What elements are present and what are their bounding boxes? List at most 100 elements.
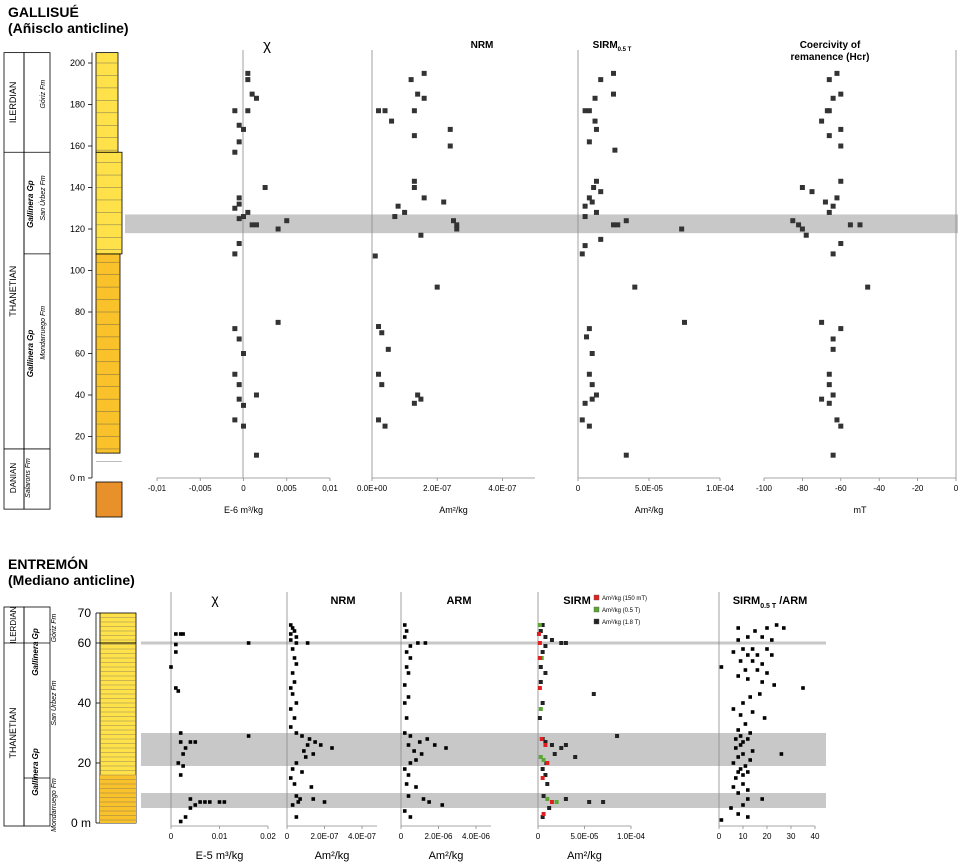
bottom-panel-1-point xyxy=(303,755,308,759)
top-panel-0-point xyxy=(253,392,259,398)
bottom-panel-1-point xyxy=(294,815,299,819)
bottom-panel-4-point xyxy=(731,707,736,711)
bottom-panel-0-point xyxy=(181,764,185,768)
top-formation-label: Salarons Fm xyxy=(25,458,32,498)
bottom-formation-label: Góriz Fm xyxy=(51,613,58,642)
bottom-sirm-point-series-1 xyxy=(538,755,543,759)
bottom-panel-4-point xyxy=(743,764,748,768)
bottom-sirm-point-series-2 xyxy=(545,782,550,786)
top-panel-3-point xyxy=(830,203,836,209)
bottom-panel-4-point xyxy=(755,668,760,672)
top-panel-3-tick-label: -60 xyxy=(835,484,847,493)
bottom-sirm-point-series-2 xyxy=(540,815,545,819)
top-panel-2-point xyxy=(589,199,595,205)
top-panel-3-point xyxy=(790,218,796,224)
bottom-sirm-point-series-2 xyxy=(563,797,568,801)
top-panel-0-point xyxy=(236,396,242,402)
bottom-panel-4-point xyxy=(760,662,764,666)
bottom-sirm-point-series-2 xyxy=(559,641,564,645)
bottom-panel-4-point xyxy=(741,740,745,744)
bottom-panel-0-point xyxy=(178,632,183,636)
top-panel-1-point xyxy=(395,203,401,209)
bottom-panel-1-point xyxy=(290,647,295,651)
bottom-sirm-point-series-1 xyxy=(538,707,543,711)
top-panel-2-point xyxy=(586,195,592,201)
top-panel-1-point xyxy=(418,232,424,238)
bottom-sirm-legend-marker xyxy=(593,594,600,601)
bottom-panel-1-point xyxy=(300,770,304,774)
bottom-panel-1-tick-label: 4.0E-07 xyxy=(348,832,377,841)
top-panel-0-tick-label: -0,01 xyxy=(148,484,167,493)
bottom-panel-4-title: SIRM0.5 T /ARM xyxy=(733,595,808,610)
top-panel-0-point xyxy=(232,251,238,257)
bottom-sirm-point-series-2 xyxy=(540,767,545,771)
bottom-panel-1-point xyxy=(305,743,310,747)
top-panel-1-point xyxy=(379,382,385,388)
bottom-panel-1-point xyxy=(294,794,299,798)
bottom-panel-0-point xyxy=(188,797,193,801)
bottom-panel-1-point xyxy=(290,671,295,675)
bottom-panel-1-tick-label: 0 xyxy=(285,832,290,841)
bottom-panel-4-point xyxy=(748,731,752,735)
bottom-panel-4-tick-label: 0 xyxy=(717,832,722,841)
top-panel-3-point xyxy=(826,209,832,215)
top-panel-0-unit: E-6 m³/kg xyxy=(224,505,263,515)
top-panel-1-title: NRM xyxy=(471,40,494,51)
top-depth-tick-label: 60 xyxy=(75,349,85,359)
bottom-panel-1-point xyxy=(307,737,312,741)
bottom-panel-1-point xyxy=(311,752,316,756)
bottom-sirm-point-series-0 xyxy=(549,800,554,804)
bottom-panel-4-point xyxy=(738,734,743,738)
top-depth-tick-label: 180 xyxy=(70,100,85,110)
bottom-sirm-point-series-1 xyxy=(554,800,559,804)
top-panel-1-point xyxy=(415,392,421,398)
bottom-sirm-point-series-2 xyxy=(543,773,548,777)
bottom-panel-4-point xyxy=(746,788,750,792)
bottom-panel-2-point xyxy=(404,665,409,669)
bottom-panel-2-point xyxy=(406,695,411,699)
bottom-sirm-legend-marker xyxy=(593,606,600,613)
top-panel-2-title: SIRM0.5 T xyxy=(593,40,632,53)
top-panel-1-point xyxy=(421,195,427,201)
top-formation-label: Góriz Fm xyxy=(40,80,47,109)
bottom-panel-2-point xyxy=(402,623,407,627)
bottom-panel-1-point xyxy=(294,662,299,666)
bottom-panel-4-tick-label: 10 xyxy=(739,832,748,841)
bottom-panel-0-point xyxy=(222,800,227,804)
top-panel-0-point xyxy=(236,139,242,145)
bottom-panel-4-point xyxy=(743,722,748,726)
top-panel-0-point xyxy=(284,218,290,224)
bottom-panel-4-point xyxy=(734,776,738,780)
bottom-panel-4-point xyxy=(736,674,740,678)
bottom-sirm-point-series-2 xyxy=(547,806,552,810)
bottom-panel-2-tick-label: 4.0E-06 xyxy=(462,832,491,841)
top-panel-1-point xyxy=(376,417,382,423)
bottom-panel-4-point xyxy=(736,638,740,642)
top-panel-1-point xyxy=(415,91,421,97)
bottom-panel-0-point xyxy=(176,689,181,693)
bottom-panel-2-point xyxy=(402,635,407,639)
bottom-panel-4-point xyxy=(741,701,745,705)
bottom-panel-2-point xyxy=(408,656,413,660)
bottom-depth-tick-label: 40 xyxy=(78,696,92,710)
bottom-panel-2-point xyxy=(419,752,424,756)
bottom-panel-4-point xyxy=(760,635,764,639)
bottom-sirm-point-series-1 xyxy=(545,797,550,801)
bottom-panel-1-point xyxy=(294,701,299,705)
bottom-panel-0-point xyxy=(181,632,185,636)
top-panel-2-point xyxy=(679,226,685,232)
entremon-title: ENTREMÓN xyxy=(8,556,89,572)
bottom-panel-0-point xyxy=(178,773,183,777)
bottom-panel-4-point xyxy=(746,737,750,741)
bottom-sirm-point-series-2 xyxy=(591,692,596,696)
top-panel-2-point xyxy=(582,108,588,114)
bottom-panel-2-point xyxy=(404,629,409,633)
bottom-panel-4-point xyxy=(748,758,752,762)
bottom-panel-4-point xyxy=(753,629,757,633)
top-panel-0-point xyxy=(249,222,255,228)
top-panel-2-point xyxy=(682,319,687,325)
bottom-sirm-point-series-2 xyxy=(573,755,578,759)
top-panel-2-point xyxy=(593,209,599,215)
top-panel-2-point xyxy=(598,189,604,195)
top-panel-1-point xyxy=(454,222,460,228)
